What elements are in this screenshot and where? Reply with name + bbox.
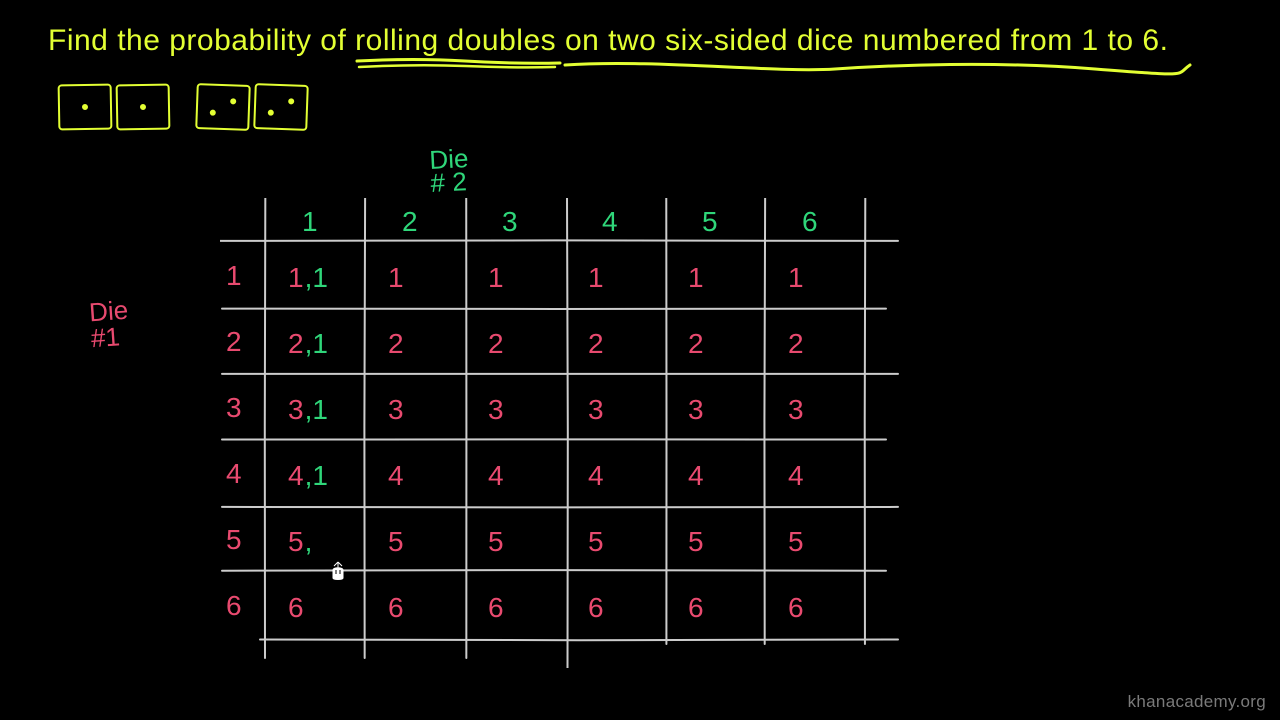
outcome-cell: 5 bbox=[488, 526, 504, 558]
col-header: 2 bbox=[402, 206, 418, 238]
outcome-cell: 2 bbox=[388, 328, 404, 360]
row-header: 1 bbox=[226, 260, 242, 292]
outcome-cell: 5, bbox=[288, 526, 312, 558]
outcome-cell: 1 bbox=[588, 262, 604, 294]
outcome-cell: 3 bbox=[788, 394, 804, 426]
outcome-cell: 5 bbox=[388, 526, 404, 558]
outcome-cell: 3 bbox=[388, 394, 404, 426]
die-icon bbox=[195, 83, 251, 131]
question-text: Find the probability of rolling doubles … bbox=[48, 24, 1168, 58]
outcome-cell: 2 bbox=[588, 328, 604, 360]
outcome-cell: 5 bbox=[588, 526, 604, 558]
row-header: 5 bbox=[226, 524, 242, 556]
outcome-cell: 6 bbox=[488, 592, 504, 624]
outcome-cell: 4 bbox=[688, 460, 704, 492]
watermark: khanacademy.org bbox=[1128, 692, 1266, 712]
die2-axis-label: Die# 2 bbox=[429, 147, 470, 196]
row-header: 2 bbox=[226, 326, 242, 358]
outcome-cell: 4 bbox=[788, 460, 804, 492]
outcome-cell: 2,1 bbox=[288, 328, 328, 360]
outcome-cell: 1,1 bbox=[288, 262, 328, 294]
col-header: 4 bbox=[602, 206, 618, 238]
outcome-cell: 4 bbox=[588, 460, 604, 492]
row-header: 4 bbox=[226, 458, 242, 490]
outcome-cell: 4 bbox=[488, 460, 504, 492]
stage: Find the probability of rolling doubles … bbox=[0, 0, 1280, 720]
outcome-cell: 6 bbox=[788, 592, 804, 624]
outcome-cell: 3,1 bbox=[288, 394, 328, 426]
dice-examples bbox=[58, 84, 312, 130]
outcome-cell: 4,1 bbox=[288, 460, 328, 492]
outcome-cell: 6 bbox=[688, 592, 704, 624]
outcome-cell: 2 bbox=[488, 328, 504, 360]
outcome-cell: 1 bbox=[388, 262, 404, 294]
outcome-cell: 6 bbox=[388, 592, 404, 624]
col-header: 6 bbox=[802, 206, 818, 238]
col-header: 1 bbox=[302, 206, 318, 238]
col-header: 3 bbox=[502, 206, 518, 238]
outcome-cell: 4 bbox=[388, 460, 404, 492]
outcome-cell: 1 bbox=[688, 262, 704, 294]
outcome-cell: 3 bbox=[688, 394, 704, 426]
die-icon bbox=[116, 84, 171, 131]
outcome-cell: 3 bbox=[588, 394, 604, 426]
die-icon bbox=[58, 84, 113, 131]
outcome-cell: 2 bbox=[788, 328, 804, 360]
outcome-cell: 5 bbox=[688, 526, 704, 558]
outcome-cell: 1 bbox=[788, 262, 804, 294]
col-header: 5 bbox=[702, 206, 718, 238]
outcome-cell: 6 bbox=[288, 592, 304, 624]
outcome-cell: 6 bbox=[588, 592, 604, 624]
question-underline bbox=[355, 55, 1195, 83]
outcome-cell: 5 bbox=[788, 526, 804, 558]
outcome-cell: 2 bbox=[688, 328, 704, 360]
outcome-cell: 1 bbox=[488, 262, 504, 294]
die1-axis-label: Die#1 bbox=[88, 297, 131, 352]
row-header: 3 bbox=[226, 392, 242, 424]
die-icon bbox=[253, 83, 309, 131]
row-header: 6 bbox=[226, 590, 242, 622]
outcome-cell: 3 bbox=[488, 394, 504, 426]
